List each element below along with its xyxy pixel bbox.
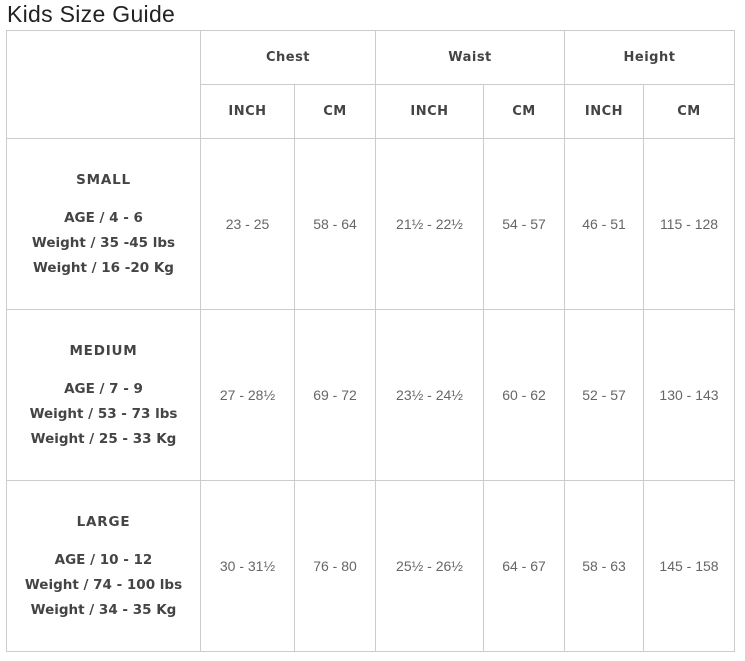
size-detail: AGE / 4 - 6 <box>64 209 143 226</box>
unit-header: INCH <box>200 84 295 139</box>
measurement-cell: 21½ - 22½ <box>375 138 484 310</box>
size-guide-table: Chest Waist Height INCH CM INCH CM INCH … <box>6 30 735 652</box>
measurement-cell: 27 - 28½ <box>200 309 295 481</box>
size-detail: AGE / 10 - 12 <box>54 551 153 568</box>
size-detail: Weight / 16 -20 Kg <box>33 259 174 276</box>
size-cell: MEDIUM AGE / 7 - 9 Weight / 53 - 73 lbs Wei… <box>6 309 201 481</box>
header-chest: Chest <box>200 30 376 85</box>
unit-header: CM <box>483 84 565 139</box>
table-row: MEDIUM AGE / 7 - 9 Weight / 53 - 73 lbs Wei… <box>6 309 735 481</box>
size-detail: Weight / 53 - 73 lbs <box>29 405 178 422</box>
header-height: Height <box>564 30 735 85</box>
table-row: SMALL AGE / 4 - 6 Weight / 35 -45 lbs Weigh… <box>6 138 735 310</box>
size-cell: LARGE AGE / 10 - 12 Weight / 74 - 100 lbs W… <box>6 480 201 652</box>
measurement-cell: 23 - 25 <box>200 138 295 310</box>
measurement-cell: 30 - 31½ <box>200 480 295 652</box>
measurement-cell: 25½ - 26½ <box>375 480 484 652</box>
measurement-cell: 115 - 128 <box>643 138 735 310</box>
corner-cell <box>6 30 201 139</box>
measurement-cell: 64 - 67 <box>483 480 565 652</box>
size-cell: SMALL AGE / 4 - 6 Weight / 35 -45 lbs Weigh… <box>6 138 201 310</box>
size-detail: Weight / 74 - 100 lbs <box>24 576 183 593</box>
size-detail: AGE / 7 - 9 <box>64 380 143 397</box>
unit-header: CM <box>643 84 735 139</box>
measurement-cell: 145 - 158 <box>643 480 735 652</box>
size-name: SMALL <box>76 171 131 188</box>
measurement-cell: 46 - 51 <box>564 138 644 310</box>
size-name: MEDIUM <box>69 342 138 359</box>
measurement-cell: 130 - 143 <box>643 309 735 481</box>
measurement-cell: 58 - 63 <box>564 480 644 652</box>
size-detail: Weight / 25 - 33 Kg <box>30 430 177 447</box>
measurement-cell: 58 - 64 <box>294 138 376 310</box>
table-row: LARGE AGE / 10 - 12 Weight / 74 - 100 lbs W… <box>6 480 735 652</box>
unit-header: CM <box>294 84 376 139</box>
measurement-cell: 76 - 80 <box>294 480 376 652</box>
size-detail: Weight / 34 - 35 Kg <box>30 601 177 618</box>
measurement-cell: 60 - 62 <box>483 309 565 481</box>
size-detail: Weight / 35 -45 lbs <box>31 234 176 251</box>
page-title: Kids Size Guide <box>7 1 176 27</box>
unit-header: INCH <box>375 84 484 139</box>
measurement-cell: 54 - 57 <box>483 138 565 310</box>
measurement-cell: 52 - 57 <box>564 309 644 481</box>
measurement-cell: 69 - 72 <box>294 309 376 481</box>
unit-header: INCH <box>564 84 644 139</box>
header-waist: Waist <box>375 30 565 85</box>
measurement-cell: 23½ - 24½ <box>375 309 484 481</box>
size-name: LARGE <box>76 513 131 530</box>
